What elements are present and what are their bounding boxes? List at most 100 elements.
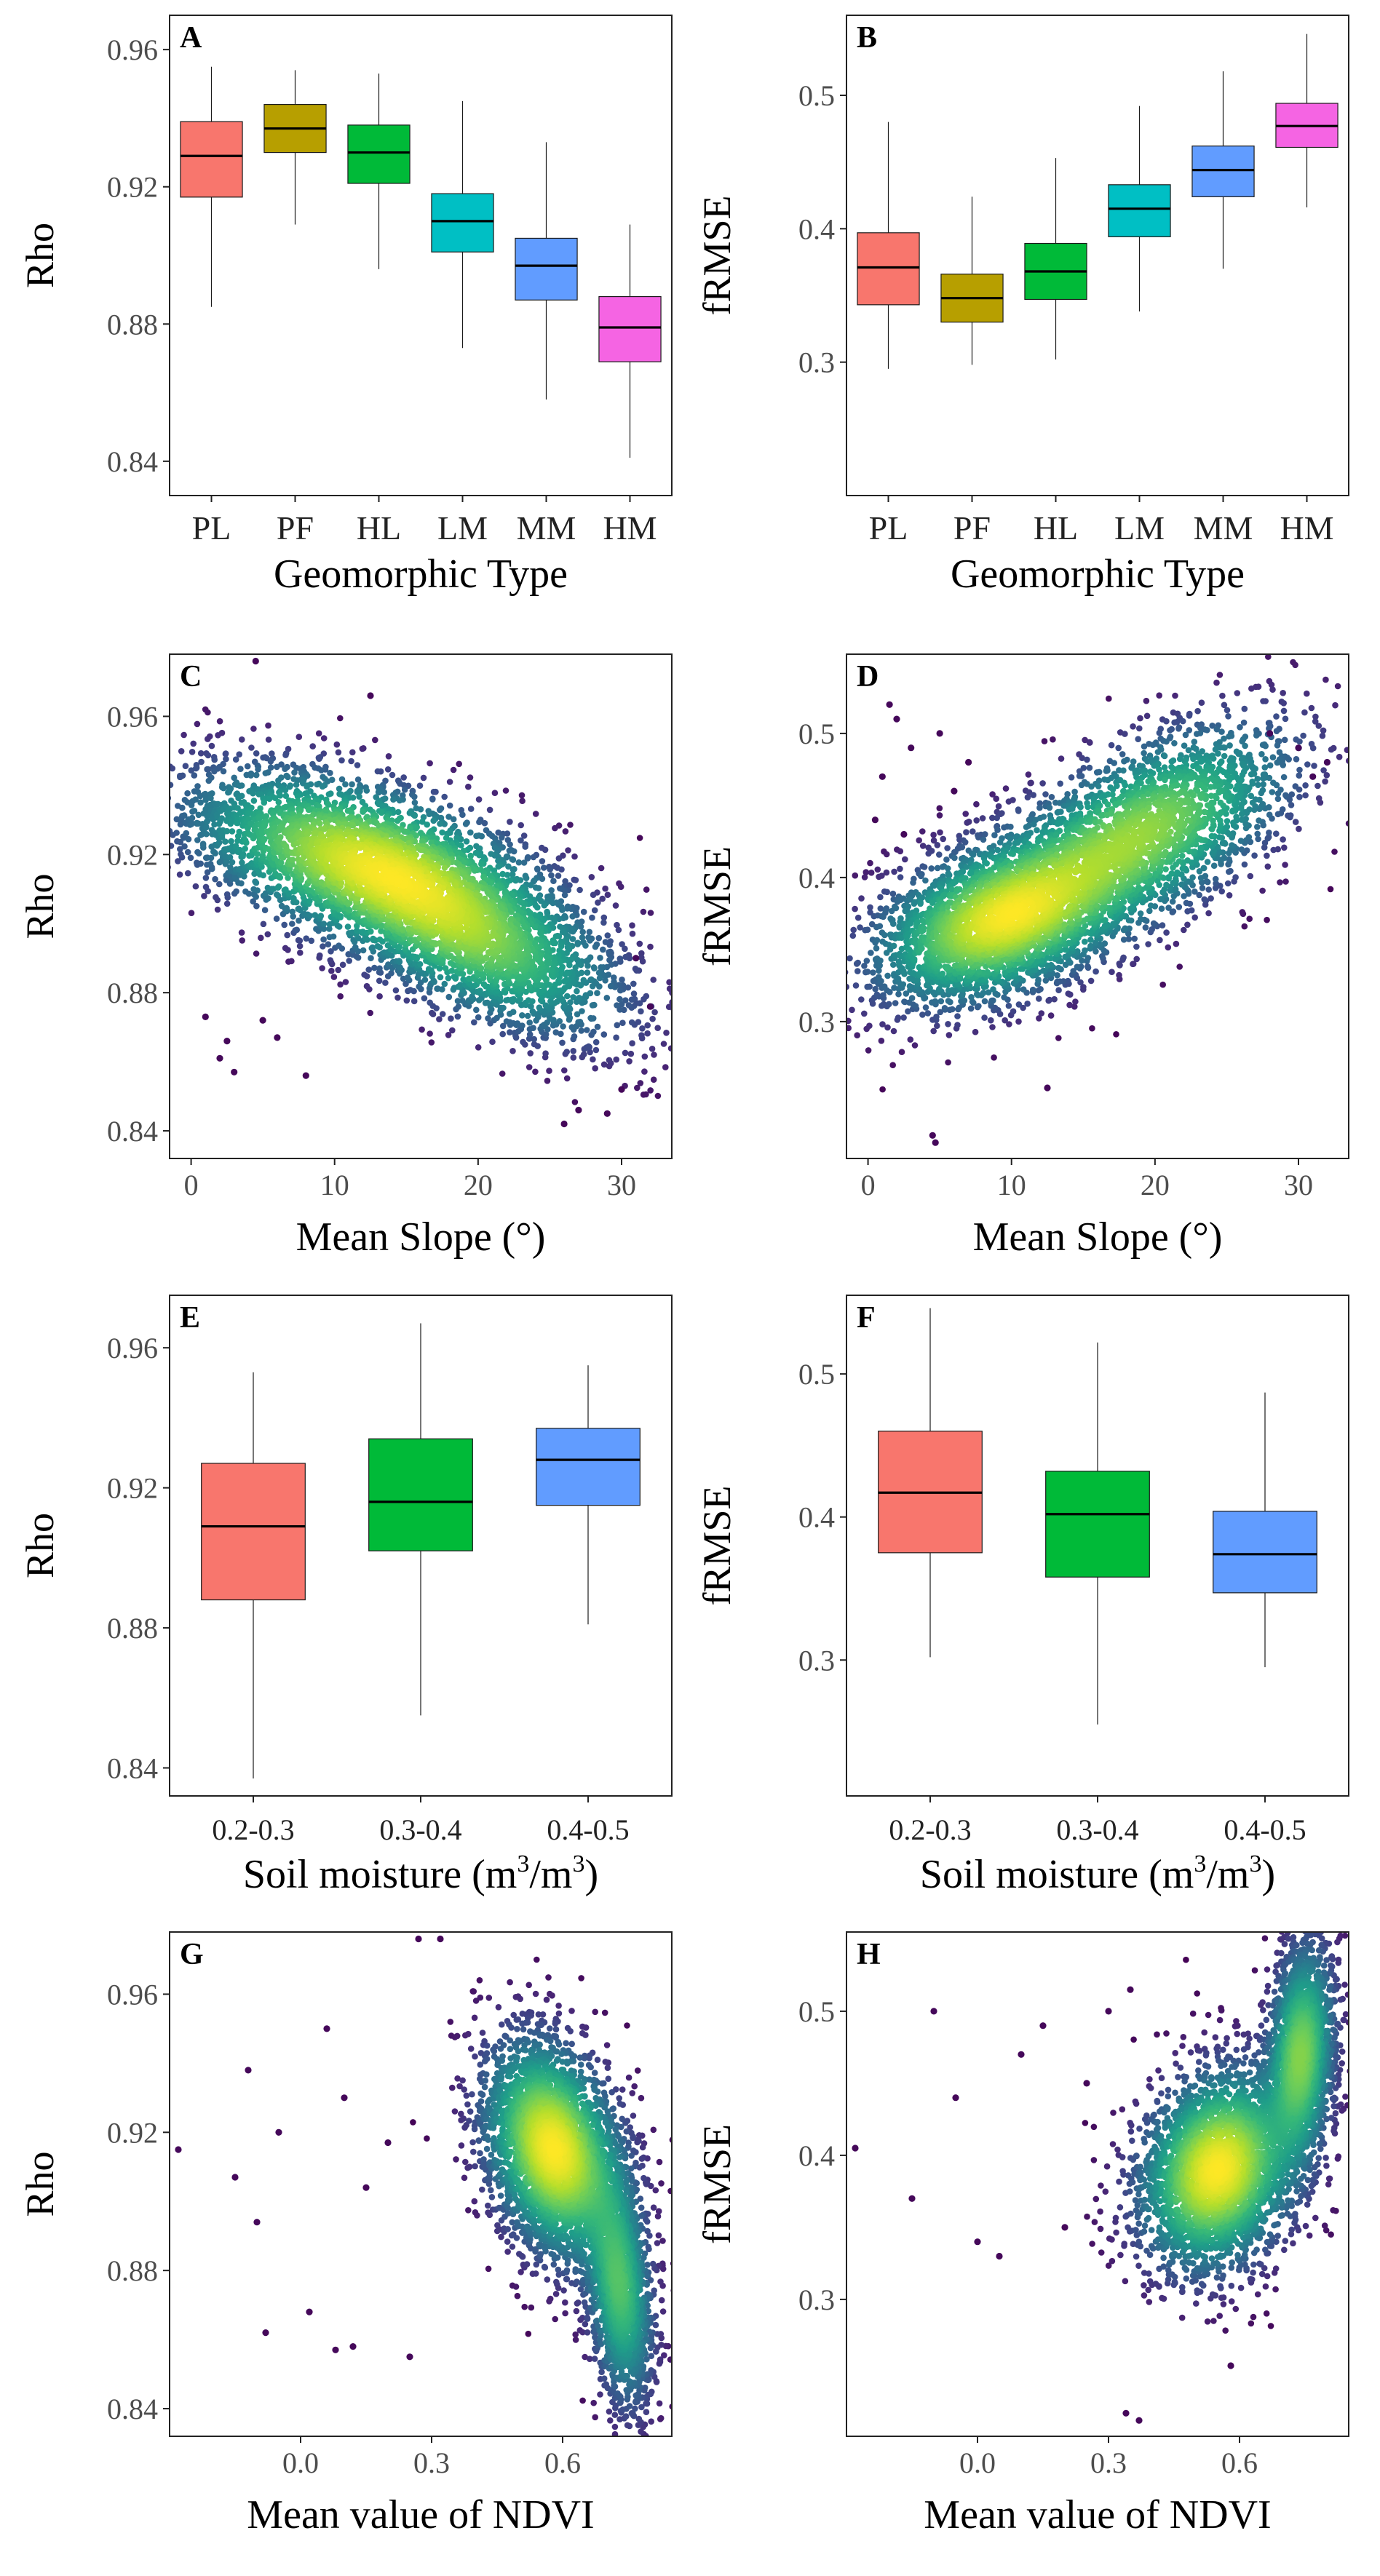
scatter-point [542, 902, 548, 909]
scatter-point [478, 861, 485, 867]
scatter-point [530, 1025, 536, 1031]
scatter-point [448, 1015, 454, 1022]
scatter-point [626, 1058, 632, 1065]
scatter-point [337, 715, 344, 722]
scatter-point [619, 977, 625, 983]
scatter-point [317, 953, 323, 959]
scatter-point [181, 732, 187, 739]
scatter-point [575, 1019, 582, 1025]
scatter-point [600, 920, 607, 926]
scatter-point [647, 944, 654, 950]
scatter-point [86, 798, 92, 805]
scatter-point [276, 799, 282, 806]
scatter-point [531, 854, 537, 861]
scatter-point [515, 1020, 521, 1027]
scatter-point [680, 924, 686, 931]
scatter-point [673, 1052, 679, 1059]
scatter-point [638, 1080, 644, 1086]
scatter-point [254, 887, 261, 894]
scatter-point [608, 983, 614, 990]
scatter-point [507, 819, 513, 825]
scatter-point [681, 1073, 687, 1079]
scatter-point [456, 761, 462, 768]
scatter-point [594, 990, 600, 996]
scatter-point [526, 1019, 533, 1026]
scatter-point [349, 782, 355, 788]
scatter-point [360, 808, 366, 815]
scatter-point [473, 833, 480, 840]
box-hl [348, 73, 410, 269]
scatter-point [147, 808, 154, 815]
scatter-point [250, 726, 257, 732]
scatter-point [185, 849, 191, 856]
scatter-point [346, 907, 352, 913]
scatter-point [555, 872, 562, 879]
scatter-point [390, 796, 397, 803]
scatter-point [440, 1011, 446, 1017]
scatter-point [605, 932, 611, 939]
scatter-point [289, 921, 296, 927]
scatter-point [206, 778, 213, 784]
box-iqr [1109, 185, 1170, 236]
scatter-point [261, 921, 267, 928]
scatter-point [471, 1019, 477, 1026]
scatter-point [596, 970, 603, 977]
scatter-point [456, 1003, 462, 1010]
scatter-point [574, 941, 581, 947]
scatter-point [683, 901, 689, 907]
scatter-point [412, 813, 419, 819]
scatter-point [570, 1048, 576, 1054]
scatter-point [585, 1043, 592, 1050]
scatter-point [429, 796, 436, 803]
scatter-point [606, 951, 613, 958]
scatter-point [442, 864, 448, 871]
scatter-point [427, 1000, 433, 1006]
scatter-point [617, 987, 624, 994]
scatter-point [583, 992, 590, 998]
scatter-point [563, 1049, 570, 1055]
x-category-label: HM [603, 509, 657, 546]
scatter-point [629, 996, 635, 1003]
scatter-point [430, 818, 437, 824]
scatter-point [327, 770, 333, 776]
scatter-point [184, 790, 191, 797]
scatter-point [613, 902, 619, 909]
scatter-point [217, 718, 223, 725]
scatter-point [203, 884, 210, 891]
scatter-point [365, 966, 372, 973]
scatter-point [622, 946, 628, 953]
scatter-point [587, 937, 593, 944]
scatter-point [239, 937, 245, 944]
scatter-point [266, 736, 272, 743]
scatter-point [539, 875, 546, 882]
x-category-label: PF [277, 509, 314, 546]
scatter-point [489, 1038, 496, 1045]
scatter-point [638, 1009, 644, 1015]
scatter-point [643, 886, 650, 893]
scatter-point [261, 800, 268, 806]
scatter-point [211, 768, 218, 775]
scatter-point [228, 838, 234, 845]
scatter-point [331, 974, 338, 980]
scatter-point [103, 745, 109, 752]
scatter-point [710, 983, 717, 990]
scatter-point [548, 887, 555, 894]
scatter-point [240, 851, 247, 858]
scatter-point [616, 996, 623, 1003]
scatter-point [563, 828, 569, 835]
scatter-point [186, 836, 192, 843]
scatter-point [282, 766, 288, 772]
scatter-point [417, 846, 424, 853]
scatter-point [439, 830, 445, 836]
scatter-point [137, 818, 143, 824]
scatter-point [648, 910, 654, 916]
scatter-point [567, 822, 574, 828]
scatter-point [401, 828, 408, 835]
scatter-point [205, 736, 211, 742]
scatter-point [318, 767, 325, 774]
scatter-point [404, 998, 411, 1004]
scatter-point [616, 927, 622, 934]
scatter-point [422, 977, 429, 983]
scatter-point [630, 981, 637, 987]
